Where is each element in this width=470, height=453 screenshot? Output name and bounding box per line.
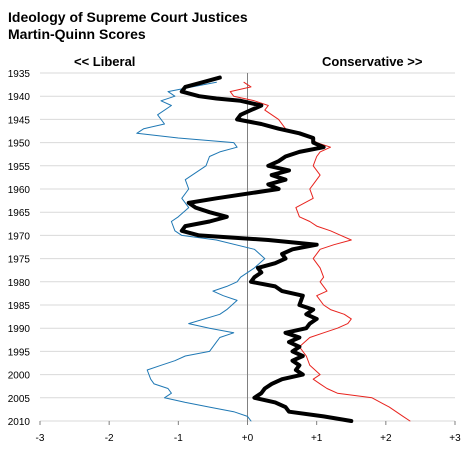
x-tick-label: +3	[449, 433, 461, 444]
liberal-line	[136, 81, 266, 422]
x-tick-label: -3	[36, 433, 45, 444]
x-tick-label: +1	[311, 433, 323, 444]
y-tick-label: 1960	[8, 185, 31, 196]
y-tick-label: 1970	[8, 231, 31, 242]
y-tick-label: 1995	[8, 347, 31, 358]
y-tick-label: 2005	[8, 394, 31, 405]
x-tick-label: -2	[105, 433, 114, 444]
series-lines	[136, 75, 411, 423]
y-tick-label: 1945	[8, 115, 31, 126]
x-tick-label: +2	[380, 433, 392, 444]
y-tick-label: 1990	[8, 324, 31, 335]
y-tick-label: 1950	[8, 139, 31, 150]
x-tick-label: +0	[242, 433, 254, 444]
median-line	[179, 75, 354, 423]
conservative-label: Conservative >>	[322, 54, 423, 69]
y-tick-label: 1975	[8, 255, 31, 266]
chart-subtitle: Martin-Quinn Scores	[8, 26, 146, 42]
axes: 1935 1940 1945 1950 1955 1960 1965 1970 1975 1980…	[8, 69, 461, 444]
y-tick-label: 1955	[8, 162, 31, 173]
x-tick-label: -1	[174, 433, 183, 444]
y-tick-label: 1965	[8, 208, 31, 219]
y-tick-label: 2010	[8, 417, 31, 428]
y-tick-label: 1985	[8, 301, 31, 312]
y-tick-label: 1940	[8, 92, 31, 103]
y-tick-label: 1980	[8, 278, 31, 289]
y-tick-label: 2000	[8, 371, 31, 382]
chart-title: Ideology of Supreme Court Justices	[8, 9, 248, 25]
y-tick-label: 1935	[8, 69, 31, 80]
liberal-label: << Liberal	[74, 54, 135, 69]
